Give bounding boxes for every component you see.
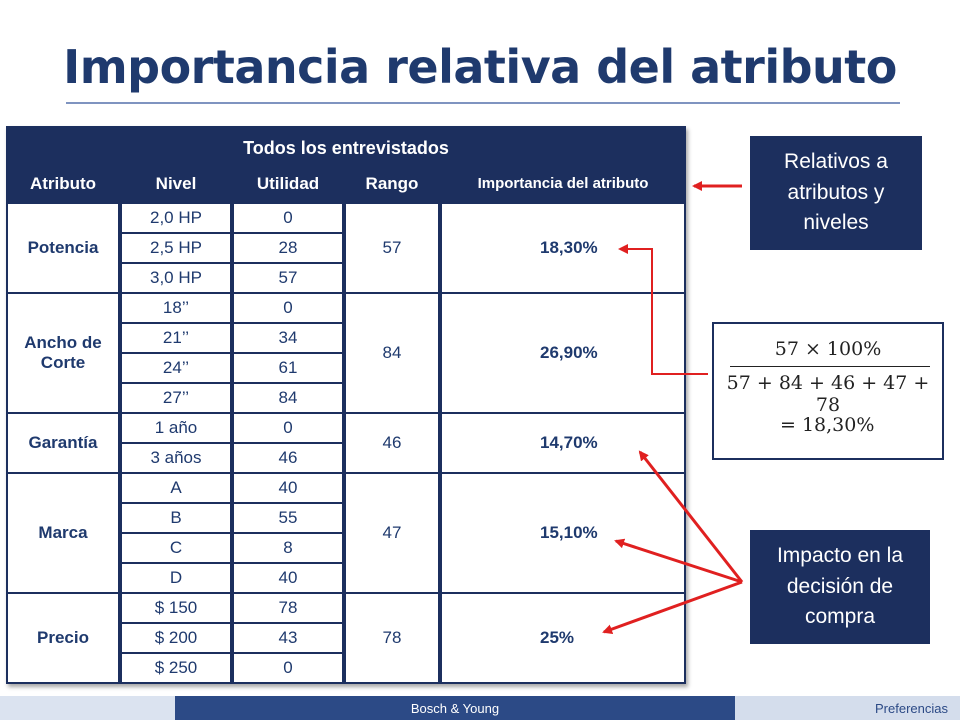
column-header: Nivel xyxy=(155,173,197,193)
column-header: Atributo xyxy=(29,173,97,193)
utility-cell: 0 xyxy=(234,414,342,442)
utility-cell: 0 xyxy=(234,204,342,232)
formula-numerator: 57 × 100% xyxy=(774,338,882,360)
callout-relativos: Relativos a atributos y niveles xyxy=(750,136,922,250)
utility-cell: 40 xyxy=(234,564,342,592)
column-header: Rango xyxy=(365,173,419,193)
importance-table: Todos los entrevistados Atributo Nivel Util… xyxy=(6,126,686,684)
utility-cell: 34 xyxy=(234,324,342,352)
level-cell: A xyxy=(122,474,230,502)
column-header: Utilidad xyxy=(256,173,320,193)
utility-cell: 0 xyxy=(234,294,342,322)
level-cell: 2,0 HP xyxy=(122,204,230,232)
utility-cell: 55 xyxy=(234,504,342,532)
utility-cell: 43 xyxy=(234,624,342,652)
utility-cell: 84 xyxy=(234,384,342,412)
callout-impacto: Impacto en la decisión de compra xyxy=(750,530,930,644)
importance-cell: 25% xyxy=(442,594,684,682)
importance-cell: 15,10% xyxy=(442,474,684,592)
footer-section: Preferencias xyxy=(735,696,960,720)
level-cell: 18’’ xyxy=(122,294,230,322)
table-caption: Todos los entrevistados xyxy=(243,138,449,159)
page-title: Importancia relativa del atributo xyxy=(63,40,897,94)
importance-cell: 26,90% xyxy=(442,294,684,412)
attribute-name: Marca xyxy=(8,474,118,592)
level-cell: 2,5 HP xyxy=(122,234,230,262)
level-cell: $ 200 xyxy=(122,624,230,652)
column-header: Importancia del atributo xyxy=(477,175,649,192)
attribute-name: Garantía xyxy=(8,414,118,472)
utility-cell: 61 xyxy=(234,354,342,382)
range-cell: 57 xyxy=(346,204,438,292)
formula-result: = 18,30% xyxy=(780,414,875,436)
formula-denominator: 57 + 84 + 46 + 47 + 78 xyxy=(726,372,930,416)
attribute-name: Ancho de Corte xyxy=(8,294,118,412)
utility-cell: 78 xyxy=(234,594,342,622)
utility-cell: 28 xyxy=(234,234,342,262)
level-cell: 1 año xyxy=(122,414,230,442)
level-cell: 3,0 HP xyxy=(122,264,230,292)
utility-cell: 8 xyxy=(234,534,342,562)
utility-cell: 57 xyxy=(234,264,342,292)
utility-cell: 0 xyxy=(234,654,342,682)
importance-cell: 18,30% xyxy=(442,204,684,292)
level-cell: D xyxy=(122,564,230,592)
importance-cell: 14,70% xyxy=(442,414,684,472)
level-cell: 24’’ xyxy=(122,354,230,382)
level-cell: $ 250 xyxy=(122,654,230,682)
level-cell: 27’’ xyxy=(122,384,230,412)
formula-box: 57 × 100% 57 + 84 + 46 + 47 + 78 = 18,30… xyxy=(712,322,944,460)
range-cell: 46 xyxy=(346,414,438,472)
level-cell: 3 años xyxy=(122,444,230,472)
level-cell: $ 150 xyxy=(122,594,230,622)
range-cell: 84 xyxy=(346,294,438,412)
range-cell: 47 xyxy=(346,474,438,592)
attribute-name: Potencia xyxy=(8,204,118,292)
attribute-name: Precio xyxy=(8,594,118,682)
range-cell: 78 xyxy=(346,594,438,682)
level-cell: C xyxy=(122,534,230,562)
utility-cell: 46 xyxy=(234,444,342,472)
level-cell: B xyxy=(122,504,230,532)
footer-author: Bosch & Young xyxy=(175,696,735,720)
title-divider xyxy=(66,102,900,104)
utility-cell: 40 xyxy=(234,474,342,502)
level-cell: 21’’ xyxy=(122,324,230,352)
formula-fraction-bar xyxy=(730,366,930,367)
